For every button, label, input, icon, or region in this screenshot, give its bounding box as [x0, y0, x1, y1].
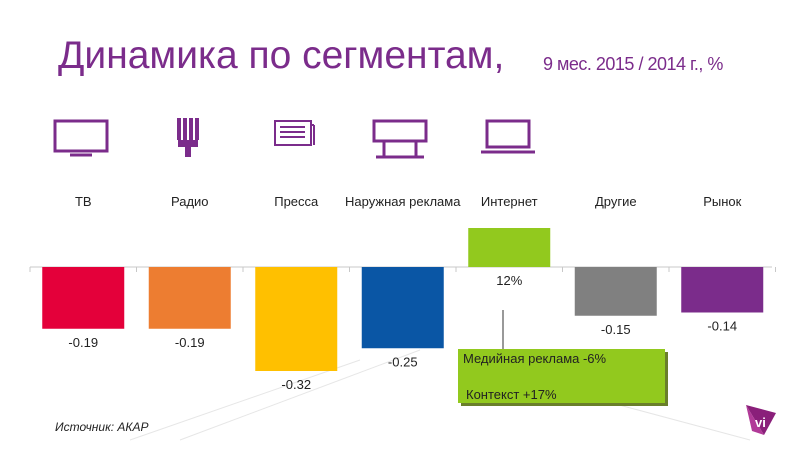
category-label: Пресса — [274, 194, 319, 209]
value-label: -0.25 — [388, 354, 418, 369]
bar-4 — [361, 267, 444, 349]
bar-1 — [42, 267, 125, 329]
value-label: -0.15 — [601, 322, 631, 337]
bar-5 — [468, 228, 551, 267]
vi-logo: vi — [746, 405, 776, 435]
tv-icon — [53, 119, 109, 157]
category-label: Наружная реклама — [345, 194, 461, 209]
value-label: -0.14 — [707, 319, 737, 334]
bar-6 — [574, 267, 657, 316]
value-label: 12% — [496, 273, 522, 288]
bars — [42, 228, 764, 371]
slide-title: Динамика по сегментам, — [58, 34, 505, 77]
source-note: Источник: АКАР — [55, 420, 149, 434]
value-labels: -0.19 -0.19 -0.32 -0.25 12% -0.15 -0.14 — [68, 273, 737, 392]
billboard-icon — [372, 119, 428, 159]
category-labels: ТВ Радио Пресса Наружная реклама Интернет Дру… — [75, 194, 742, 209]
callout-line-2: Контекст +17% — [466, 387, 557, 402]
category-label: Другие — [595, 194, 637, 209]
press-icon — [274, 120, 315, 146]
category-label: ТВ — [75, 194, 92, 209]
svg-text:vi: vi — [755, 415, 766, 430]
value-label: -0.19 — [68, 335, 98, 350]
bar-7 — [681, 267, 764, 313]
radio-icon — [177, 118, 199, 157]
value-label: -0.32 — [281, 377, 311, 392]
axis-ticks — [29, 267, 776, 272]
category-label: Рынок — [703, 194, 741, 209]
value-label: -0.19 — [175, 335, 205, 350]
callout-box — [458, 349, 665, 403]
bar-3 — [255, 267, 338, 371]
category-label: Радио — [171, 194, 209, 209]
bar-2 — [148, 267, 231, 329]
slide-subtitle: 9 мес. 2015 / 2014 г., % — [543, 54, 723, 74]
callout-line-1: Медийная реклама -6% — [463, 351, 607, 366]
laptop-icon — [481, 119, 535, 154]
category-label: Интернет — [481, 194, 538, 209]
